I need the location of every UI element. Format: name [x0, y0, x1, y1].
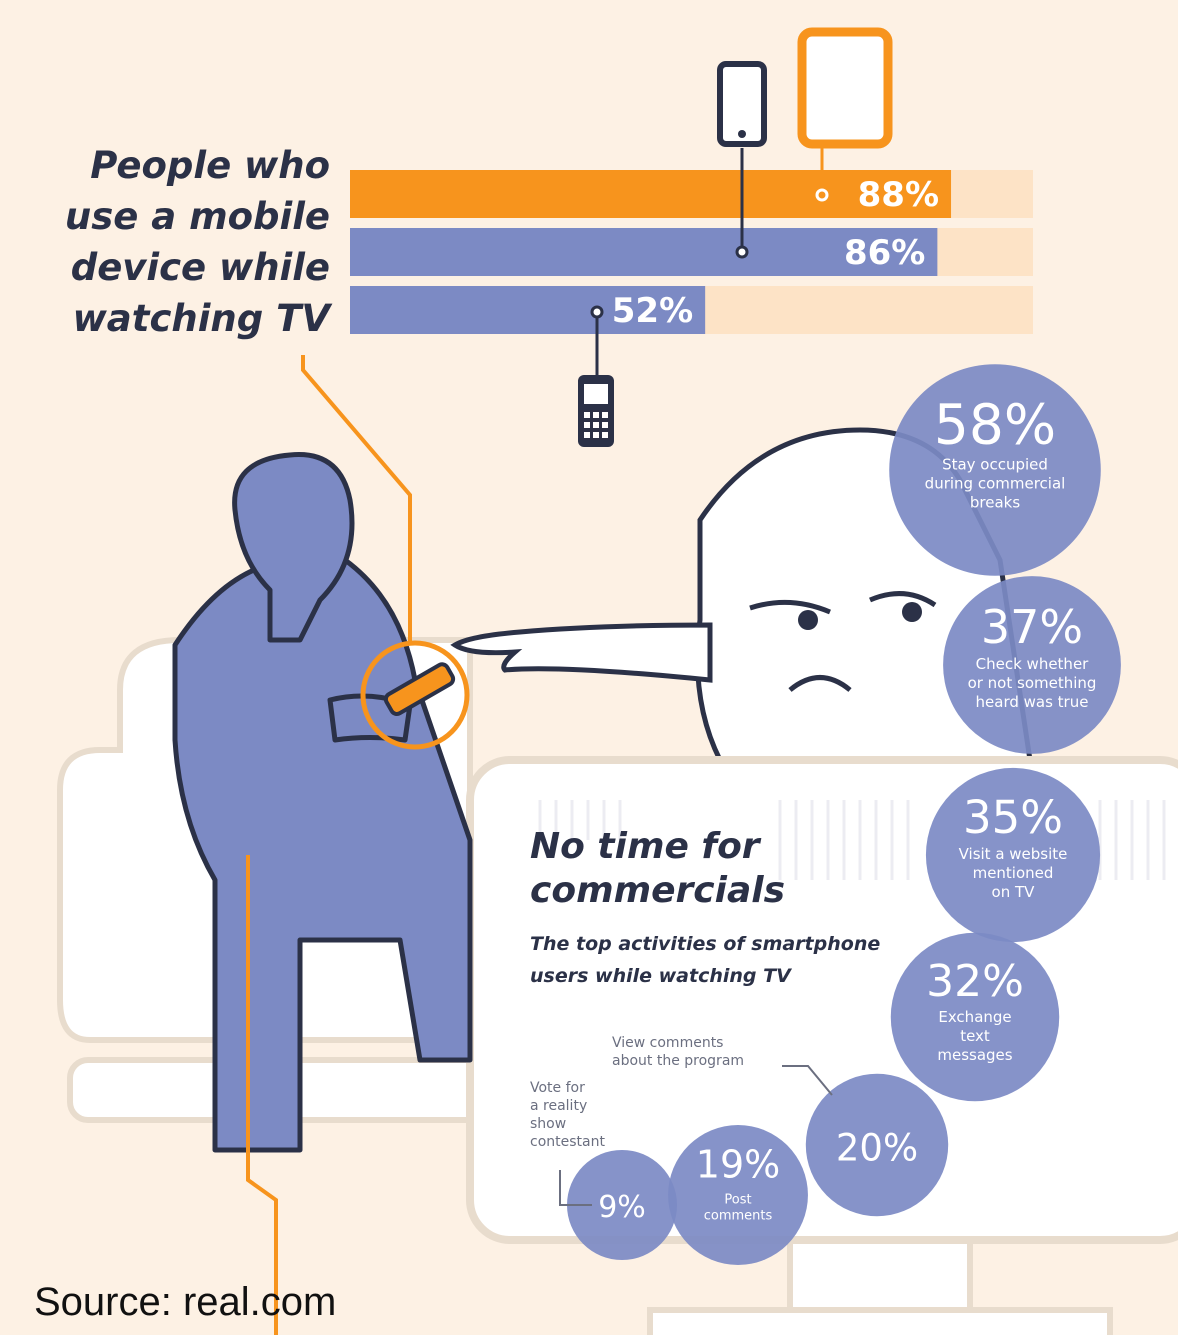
bubble-value-label: 37% [981, 600, 1083, 654]
phone-in-hand [383, 662, 456, 716]
bubble-value-label: 9% [598, 1190, 646, 1225]
bubble [943, 576, 1121, 754]
headline-line: use a mobile [64, 195, 330, 238]
person-illustration [172, 452, 473, 1153]
device-icons [578, 27, 893, 447]
connector-line-bottom [246, 855, 278, 1335]
couch-potato-eyes [749, 591, 937, 615]
device-connector-dot [590, 305, 604, 319]
label-leader-line [782, 1065, 833, 1096]
bubble [890, 932, 1060, 1102]
bar-value-label: 86% [844, 233, 925, 273]
tv-screen-ticks [538, 800, 1166, 880]
bubble [889, 364, 1101, 576]
bubble-value-label: 35% [963, 791, 1063, 844]
bubble-category-label: Stay occupied during commercial breaks [925, 456, 1066, 512]
bubble [668, 1125, 808, 1265]
tv-base [647, 1307, 1113, 1335]
bar-tablet [350, 170, 952, 218]
bubble-category-label: Post comments [704, 1193, 773, 1224]
headline-line: watching TV [72, 297, 330, 340]
bubble-value-label: 19% [696, 1143, 780, 1187]
activity-bubble-chart: 58%Stay occupied during commercial breaks 3… [530, 364, 1121, 1265]
bubble-value-label: 20% [836, 1127, 918, 1170]
bubble-category-label: Exchange text messages [937, 1008, 1012, 1064]
bar-value-label: 52% [612, 291, 693, 331]
bar-value-label: 88% [858, 175, 939, 215]
headline-line: People who [90, 144, 330, 187]
source-credit: Source: real.com [34, 1280, 337, 1324]
smartphone-icon [717, 61, 767, 147]
device-connector-dot [815, 188, 829, 202]
connector-line [301, 355, 412, 645]
bubble [925, 767, 1101, 943]
bubble-category-label: Check whether or not something heard was t… [968, 655, 1097, 711]
device-connector-dot [735, 245, 749, 259]
section-title-line: commercials [530, 870, 786, 911]
bubble-category-label: Visit a website mentioned on TV [959, 845, 1068, 901]
bubble-value-label: 32% [926, 956, 1024, 1007]
bubble-category-label: Vote for a reality show contestant [530, 1080, 605, 1150]
bar-cell-phone [350, 286, 706, 334]
bubble [805, 1073, 949, 1217]
headline-line: device while [70, 246, 330, 289]
section-title-line: No time for [530, 826, 760, 867]
section-subtitle: The top activities of smartphone users w… [530, 928, 880, 992]
device-usage-bar-chart: 88% 86% 52% [350, 144, 1033, 375]
couch-potato-arm [450, 622, 713, 683]
section-subtitle-line: The top activities of smartphone [530, 933, 881, 955]
phone-highlight-ring [360, 640, 470, 750]
headline: People who use a mobile device while wat… [60, 140, 330, 344]
bubble-value-label: 58% [934, 393, 1056, 457]
bubble [567, 1150, 677, 1260]
label-leader-line [559, 1170, 592, 1206]
section-subtitle-line: users while watching TV [530, 965, 791, 987]
bubble-category-label: View comments about the program [612, 1035, 744, 1069]
bar-smartphone [350, 228, 938, 276]
section-title: No time for commercials [530, 825, 785, 913]
tablet-icon [797, 27, 893, 149]
